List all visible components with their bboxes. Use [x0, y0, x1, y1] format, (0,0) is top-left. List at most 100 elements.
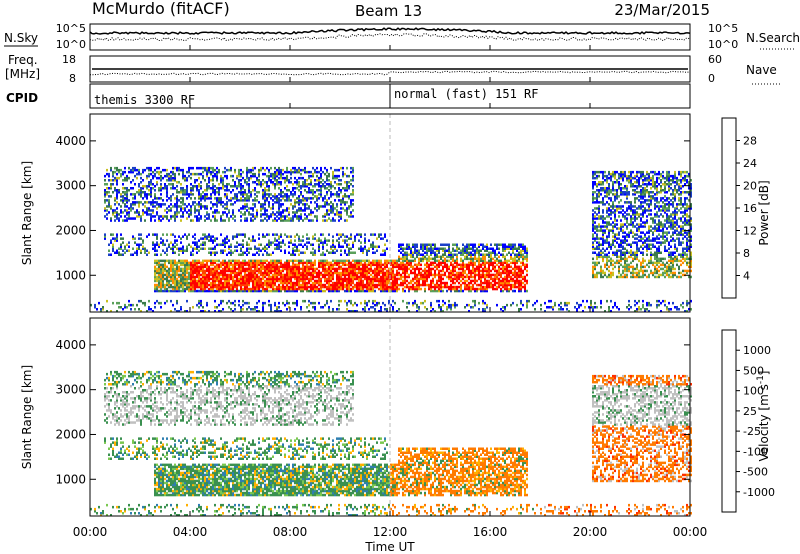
- power-cell: [156, 201, 158, 204]
- power-cell: [382, 301, 384, 305]
- power-cell: [180, 263, 182, 267]
- power-cell: [434, 243, 436, 246]
- power-cell: [486, 287, 488, 291]
- power-cell: [260, 249, 262, 252]
- power-cell: [382, 237, 384, 240]
- power-cell: [292, 219, 294, 222]
- power-cell: [238, 265, 240, 269]
- power-cell: [192, 271, 194, 275]
- power-cell: [212, 215, 214, 218]
- power-cell: [392, 299, 394, 303]
- power-cell: [380, 237, 382, 240]
- power-cell: [290, 289, 292, 293]
- power-cell: [184, 261, 186, 265]
- power-cell: [298, 199, 300, 202]
- power-cell: [192, 259, 194, 263]
- power-cell: [234, 215, 236, 218]
- power-cell: [296, 215, 298, 218]
- power-cell: [214, 209, 216, 212]
- power-cell: [250, 247, 252, 250]
- power-cell: [246, 170, 248, 174]
- power-cell: [214, 215, 216, 218]
- power-cell: [198, 166, 200, 170]
- power-cell: [122, 172, 124, 176]
- power-cell: [326, 243, 328, 246]
- power-cell: [164, 277, 166, 281]
- power-cell: [480, 283, 482, 287]
- power-cell: [426, 308, 428, 311]
- power-cell: [416, 263, 418, 267]
- power-cell: [196, 265, 198, 269]
- power-cell: [250, 269, 252, 273]
- power-cell: [176, 168, 178, 172]
- power-cell: [480, 289, 482, 293]
- power-cell: [254, 287, 256, 291]
- power-cell: [302, 235, 304, 238]
- power-cell: [178, 199, 180, 202]
- power-cell: [166, 239, 168, 242]
- power-cell: [444, 261, 446, 265]
- power-cell: [262, 197, 264, 200]
- power-cell: [298, 271, 300, 275]
- power-cell: [128, 199, 130, 202]
- power-cell: [478, 261, 480, 265]
- power-cell: [178, 191, 180, 194]
- power-cell: [372, 261, 374, 265]
- power-cell: [486, 285, 488, 289]
- power-cell: [288, 179, 290, 182]
- power-cell: [240, 279, 242, 283]
- power-cell: [340, 259, 342, 263]
- power-cell: [262, 203, 264, 206]
- power-cell: [172, 251, 174, 254]
- power-cell: [396, 283, 398, 287]
- power-cell: [224, 281, 226, 285]
- power-cell: [440, 273, 442, 277]
- power-cell: [212, 271, 214, 275]
- power-cell: [300, 187, 302, 190]
- power-cell: [160, 269, 162, 273]
- power-cell: [270, 179, 272, 182]
- power-cell: [350, 237, 352, 240]
- power-cell: [432, 257, 434, 261]
- power-cell: [158, 259, 160, 263]
- power-cell: [452, 271, 454, 275]
- power-cell: [198, 271, 200, 275]
- power-cell: [496, 269, 498, 273]
- power-cell: [420, 301, 422, 305]
- power-cell: [176, 301, 178, 305]
- power-cell: [384, 289, 386, 293]
- power-cell: [370, 285, 372, 289]
- power-cell: [250, 263, 252, 267]
- power-cell: [416, 249, 418, 252]
- power-cell: [340, 235, 342, 238]
- power-cell: [226, 205, 228, 208]
- power-cell: [234, 275, 236, 279]
- power-cell: [326, 213, 328, 216]
- power-cell: [132, 237, 134, 240]
- power-cell: [318, 275, 320, 279]
- power-cell: [298, 267, 300, 271]
- power-cell: [312, 251, 314, 254]
- power-cell: [322, 219, 324, 222]
- power-cell: [254, 289, 256, 293]
- power-cell: [200, 203, 202, 206]
- power-cell: [116, 207, 118, 210]
- power-cell: [268, 253, 270, 256]
- power-cell: [338, 174, 340, 178]
- power-cell: [178, 285, 180, 289]
- power-cell: [274, 176, 276, 180]
- power-cell: [108, 205, 110, 208]
- power-cell: [122, 211, 124, 214]
- power-cell: [204, 273, 206, 277]
- power-cell: [216, 219, 218, 222]
- power-cell: [170, 289, 172, 293]
- power-cell: [384, 285, 386, 289]
- power-cell: [176, 283, 178, 287]
- power-cell: [268, 179, 270, 182]
- power-cell: [254, 277, 256, 281]
- power-cell: [174, 263, 176, 267]
- power-cell: [232, 287, 234, 291]
- power-cell: [472, 287, 474, 291]
- power-cell: [212, 176, 214, 180]
- power-cell: [338, 263, 340, 267]
